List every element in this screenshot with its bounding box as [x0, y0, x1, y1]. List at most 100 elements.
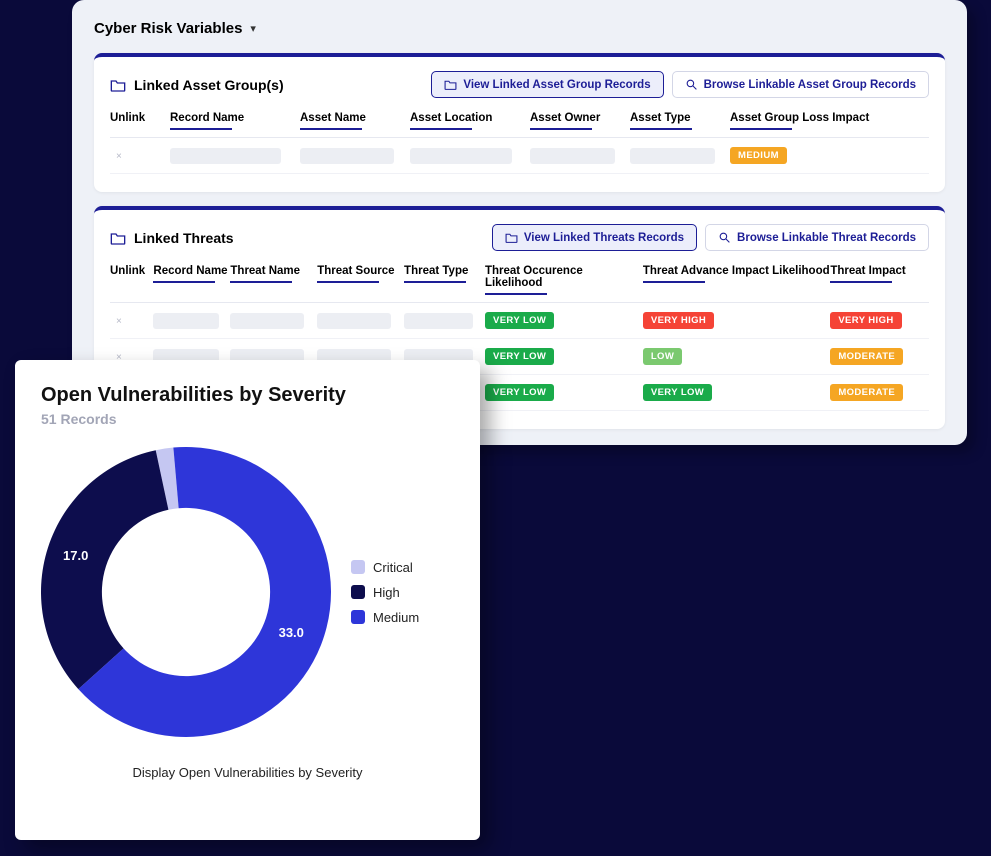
skeleton-placeholder: [530, 148, 615, 164]
table-cell: [630, 148, 730, 164]
chart-footer: Display Open Vulnerabilities by Severity: [41, 765, 454, 780]
table-cell: [230, 313, 317, 329]
table-cell: [530, 148, 630, 164]
legend-swatch: [351, 610, 365, 624]
column-header[interactable]: Asset Group Loss Impact: [730, 112, 920, 130]
browse-threat-records-button[interactable]: Browse Linkable Threat Records: [705, 224, 929, 251]
skeleton-placeholder: [410, 148, 512, 164]
skeleton-placeholder: [153, 313, 218, 329]
card-header: Linked Threats View Linked Threats Recor…: [110, 224, 929, 251]
button-label: View Linked Asset Group Records: [463, 79, 650, 91]
table-cell: MODERATE: [830, 384, 929, 401]
chevron-down-icon: ▾: [250, 22, 256, 35]
card-actions: View Linked Asset Group Records Browse L…: [431, 71, 929, 98]
legend-label: High: [373, 585, 400, 600]
card-title-group: Linked Threats: [110, 230, 234, 246]
donut-chart: [41, 447, 331, 737]
table-cell: [404, 313, 485, 329]
column-header[interactable]: Threat Advance Impact Likelihood: [643, 265, 830, 295]
search-icon: [718, 231, 731, 244]
skeleton-placeholder: [170, 148, 281, 164]
donut-wrap: 17.0 33.0: [41, 447, 331, 737]
status-badge: VERY HIGH: [643, 312, 714, 329]
panel-title: Cyber Risk Variables: [94, 20, 242, 37]
table-cell: LOW: [643, 348, 830, 365]
column-header[interactable]: Record Name: [170, 112, 300, 130]
skeleton-placeholder: [630, 148, 715, 164]
column-header[interactable]: Threat Source: [317, 265, 404, 295]
legend-label: Medium: [373, 610, 419, 625]
panel-title-row[interactable]: Cyber Risk Variables ▾: [94, 20, 945, 37]
donut-slice-label: 33.0: [279, 625, 304, 640]
browse-asset-records-button[interactable]: Browse Linkable Asset Group Records: [672, 71, 929, 98]
table-cell: ×: [110, 150, 170, 162]
skeleton-placeholder: [300, 148, 394, 164]
unlink-icon[interactable]: ×: [110, 316, 122, 327]
skeleton-placeholder: [404, 313, 473, 329]
asset-groups-table: UnlinkRecord NameAsset NameAsset Locatio…: [110, 112, 929, 174]
linked-asset-groups-card: Linked Asset Group(s) View Linked Asset …: [94, 53, 945, 192]
folder-icon: [110, 231, 126, 245]
status-badge: VERY LOW: [643, 384, 712, 401]
chart-area: 17.0 33.0 Critical High Medium: [41, 447, 454, 737]
table-cell: VERY LOW: [485, 384, 643, 401]
legend-swatch: [351, 560, 365, 574]
legend-label: Critical: [373, 560, 413, 575]
folder-icon: [110, 78, 126, 92]
card-title: Linked Threats: [134, 230, 234, 246]
button-label: Browse Linkable Threat Records: [737, 232, 916, 244]
card-title-group: Linked Asset Group(s): [110, 77, 284, 93]
table-cell: VERY HIGH: [830, 312, 929, 329]
table-cell: [317, 313, 404, 329]
view-threat-records-button[interactable]: View Linked Threats Records: [492, 224, 697, 251]
column-header[interactable]: Unlink: [110, 265, 153, 295]
column-header[interactable]: Threat Name: [230, 265, 317, 295]
unlink-icon[interactable]: ×: [110, 151, 122, 162]
table-cell: VERY LOW: [485, 312, 643, 329]
legend-item[interactable]: Critical: [351, 560, 419, 575]
chart-title: Open Vulnerabilities by Severity: [41, 384, 454, 407]
status-badge: MODERATE: [830, 384, 903, 401]
table-cell: [410, 148, 530, 164]
column-header[interactable]: Asset Location: [410, 112, 530, 130]
column-header[interactable]: Asset Name: [300, 112, 410, 130]
column-header[interactable]: Unlink: [110, 112, 170, 130]
status-badge: VERY LOW: [485, 384, 554, 401]
table-cell: VERY HIGH: [643, 312, 830, 329]
table-row[interactable]: × MEDIUM: [110, 138, 929, 174]
card-title: Linked Asset Group(s): [134, 77, 284, 93]
table-cell: MEDIUM: [730, 147, 920, 164]
status-badge: MEDIUM: [730, 147, 787, 164]
button-label: Browse Linkable Asset Group Records: [704, 79, 916, 91]
column-header[interactable]: Record Name: [153, 265, 230, 295]
legend-item[interactable]: High: [351, 585, 419, 600]
column-header[interactable]: Asset Owner: [530, 112, 630, 130]
legend-item[interactable]: Medium: [351, 610, 419, 625]
folder-icon: [444, 78, 457, 91]
table-cell: VERY LOW: [485, 348, 643, 365]
donut-slice-label: 17.0: [63, 548, 88, 563]
status-badge: VERY HIGH: [830, 312, 901, 329]
folder-icon: [505, 231, 518, 244]
skeleton-placeholder: [317, 313, 391, 329]
legend-swatch: [351, 585, 365, 599]
card-header: Linked Asset Group(s) View Linked Asset …: [110, 71, 929, 98]
status-badge: VERY LOW: [485, 348, 554, 365]
table-cell: ×: [110, 315, 153, 327]
status-badge: VERY LOW: [485, 312, 554, 329]
search-icon: [685, 78, 698, 91]
view-asset-records-button[interactable]: View Linked Asset Group Records: [431, 71, 663, 98]
table-cell: [300, 148, 410, 164]
chart-subtitle: 51 Records: [41, 411, 454, 427]
column-header[interactable]: Threat Occurence Likelihood: [485, 265, 643, 295]
column-header[interactable]: Threat Impact: [830, 265, 929, 295]
table-row[interactable]: × VERY LOW VERY HIGH VERY HIGH: [110, 303, 929, 339]
donut-slice-high[interactable]: [41, 450, 168, 689]
chart-legend: Critical High Medium: [351, 560, 419, 625]
table-cell: MODERATE: [830, 348, 929, 365]
vulnerabilities-chart-card: Open Vulnerabilities by Severity 51 Reco…: [15, 360, 480, 840]
table-cell: [153, 313, 230, 329]
button-label: View Linked Threats Records: [524, 232, 684, 244]
column-header[interactable]: Asset Type: [630, 112, 730, 130]
column-header[interactable]: Threat Type: [404, 265, 485, 295]
